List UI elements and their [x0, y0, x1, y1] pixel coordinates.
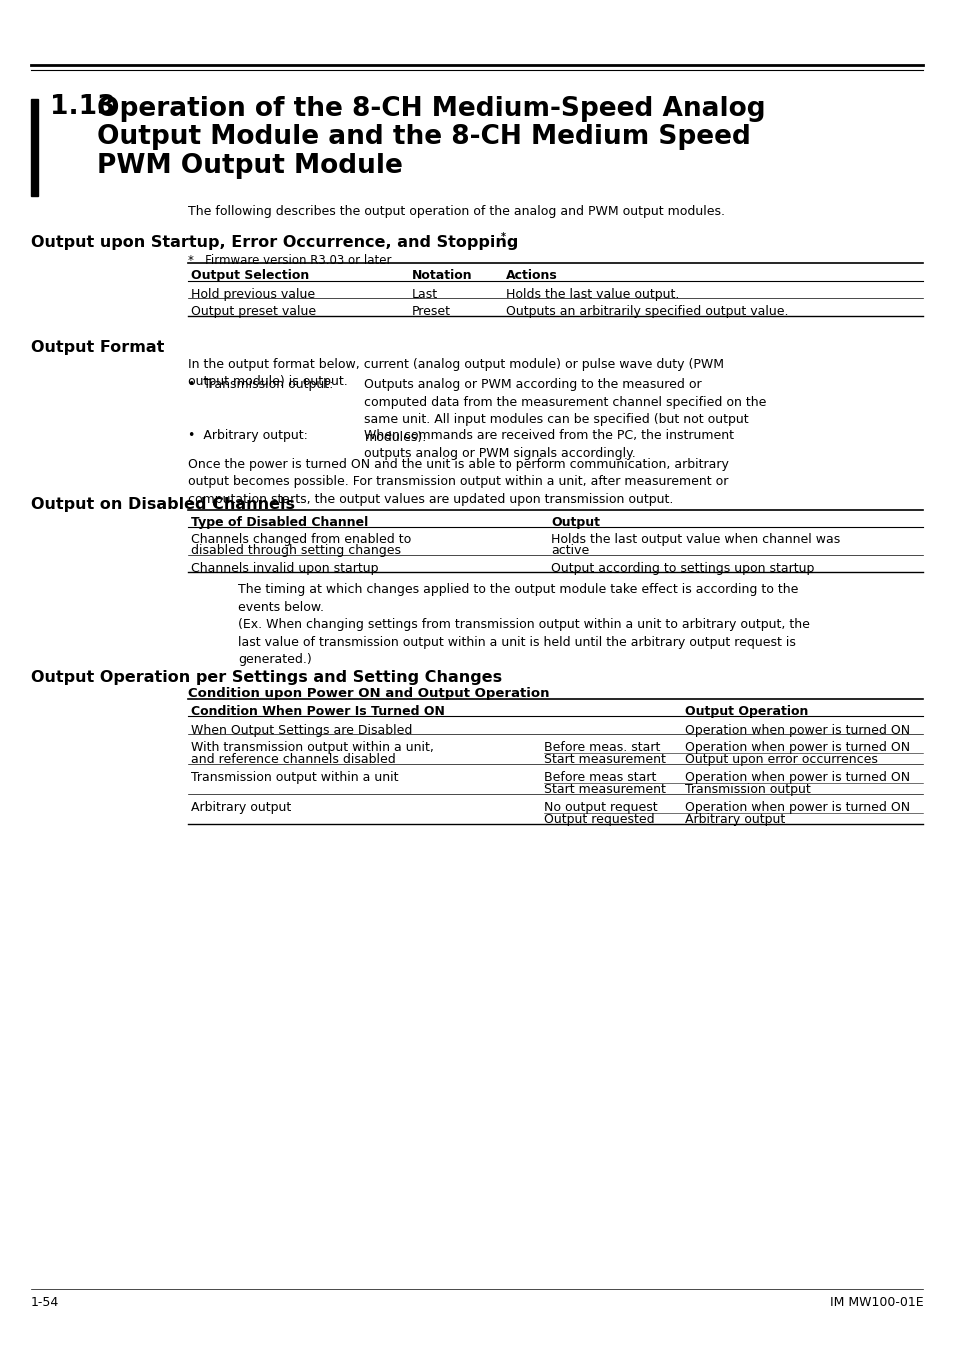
- Text: Output preset value: Output preset value: [191, 305, 315, 319]
- Text: Channels changed from enabled to: Channels changed from enabled to: [191, 533, 411, 547]
- Text: generated.): generated.): [238, 653, 312, 667]
- Text: Output Module and the 8-CH Medium Speed: Output Module and the 8-CH Medium Speed: [97, 124, 750, 150]
- Text: Output Format: Output Format: [30, 340, 164, 355]
- Text: Outputs analog or PWM according to the measured or: Outputs analog or PWM according to the m…: [364, 378, 701, 392]
- Text: •  Arbitrary output:: • Arbitrary output:: [188, 429, 308, 443]
- Text: Once the power is turned ON and the unit is able to perform communication, arbit: Once the power is turned ON and the unit…: [188, 458, 728, 471]
- Text: Start measurement: Start measurement: [543, 753, 665, 767]
- Text: Before meas start: Before meas start: [543, 771, 656, 784]
- Text: Condition upon Power ON and Output Operation: Condition upon Power ON and Output Opera…: [188, 687, 549, 701]
- Text: *   Firmware version R3.03 or later: * Firmware version R3.03 or later: [188, 254, 391, 267]
- Text: Notation: Notation: [412, 269, 473, 282]
- Text: Last: Last: [412, 288, 437, 301]
- Text: computation starts, the output values are updated upon transmission output.: computation starts, the output values ar…: [188, 493, 673, 506]
- Text: Output Selection: Output Selection: [191, 269, 309, 282]
- Text: Output Operation: Output Operation: [684, 705, 807, 718]
- Text: Output: Output: [551, 516, 599, 529]
- Text: Arbitrary output: Arbitrary output: [684, 813, 784, 826]
- Text: When commands are received from the PC, the instrument: When commands are received from the PC, …: [364, 429, 734, 443]
- Text: Output according to settings upon startup: Output according to settings upon startu…: [551, 562, 814, 575]
- Text: (Ex. When changing settings from transmission output within a unit to arbitrary : (Ex. When changing settings from transmi…: [238, 618, 809, 632]
- Text: Preset: Preset: [412, 305, 451, 319]
- Text: Outputs an arbitrarily specified output value.: Outputs an arbitrarily specified output …: [505, 305, 787, 319]
- Text: last value of transmission output within a unit is held until the arbitrary outp: last value of transmission output within…: [238, 636, 796, 649]
- Text: Channels invalid upon startup: Channels invalid upon startup: [191, 562, 378, 575]
- Text: active: active: [551, 544, 589, 558]
- Text: Actions: Actions: [505, 269, 557, 282]
- Text: *: *: [500, 232, 505, 242]
- Text: Output upon error occurrences: Output upon error occurrences: [684, 753, 877, 767]
- Text: and reference channels disabled: and reference channels disabled: [191, 753, 395, 767]
- Text: 1-54: 1-54: [30, 1296, 59, 1310]
- Text: same unit. All input modules can be specified (but not output: same unit. All input modules can be spec…: [364, 413, 748, 427]
- Text: modules).: modules).: [364, 431, 426, 444]
- Text: Output on Disabled Channels: Output on Disabled Channels: [30, 497, 294, 512]
- Text: events below.: events below.: [238, 601, 324, 614]
- Text: Operation of the 8-CH Medium-Speed Analog: Operation of the 8-CH Medium-Speed Analo…: [97, 96, 765, 122]
- Text: Output requested: Output requested: [543, 813, 654, 826]
- Text: Operation when power is turned ON: Operation when power is turned ON: [684, 771, 909, 784]
- Text: Output upon Startup, Error Occurrence, and Stopping: Output upon Startup, Error Occurrence, a…: [30, 235, 517, 250]
- Text: Condition When Power Is Turned ON: Condition When Power Is Turned ON: [191, 705, 444, 718]
- Text: output module) is output.: output module) is output.: [188, 375, 347, 389]
- Text: Operation when power is turned ON: Operation when power is turned ON: [684, 801, 909, 814]
- Text: Hold previous value: Hold previous value: [191, 288, 314, 301]
- Text: When Output Settings are Disabled: When Output Settings are Disabled: [191, 724, 412, 737]
- Text: Before meas. start: Before meas. start: [543, 741, 659, 755]
- Text: IM MW100-01E: IM MW100-01E: [829, 1296, 923, 1310]
- Text: Transmission output: Transmission output: [684, 783, 810, 796]
- Text: No output request: No output request: [543, 801, 657, 814]
- Text: Type of Disabled Channel: Type of Disabled Channel: [191, 516, 368, 529]
- Text: 1.13: 1.13: [50, 95, 115, 120]
- Text: outputs analog or PWM signals accordingly.: outputs analog or PWM signals accordingl…: [364, 447, 636, 460]
- Text: The following describes the output operation of the analog and PWM output module: The following describes the output opera…: [188, 205, 724, 219]
- Text: Operation when power is turned ON: Operation when power is turned ON: [684, 741, 909, 755]
- Text: With transmission output within a unit,: With transmission output within a unit,: [191, 741, 434, 755]
- Text: The timing at which changes applied to the output module take effect is accordin: The timing at which changes applied to t…: [238, 583, 798, 597]
- Text: Holds the last value output.: Holds the last value output.: [505, 288, 679, 301]
- Text: PWM Output Module: PWM Output Module: [97, 153, 403, 178]
- Text: Arbitrary output: Arbitrary output: [191, 801, 291, 814]
- Text: Transmission output within a unit: Transmission output within a unit: [191, 771, 398, 784]
- Text: Output Operation per Settings and Setting Changes: Output Operation per Settings and Settin…: [30, 670, 501, 684]
- Text: computed data from the measurement channel specified on the: computed data from the measurement chann…: [364, 396, 766, 409]
- Text: •  Transmission output:: • Transmission output:: [188, 378, 333, 392]
- Text: output becomes possible. For transmission output within a unit, after measuremen: output becomes possible. For transmissio…: [188, 475, 727, 489]
- Text: disabled through setting changes: disabled through setting changes: [191, 544, 400, 558]
- Text: In the output format below, current (analog output module) or pulse wave duty (P: In the output format below, current (ana…: [188, 358, 723, 371]
- Text: Holds the last output value when channel was: Holds the last output value when channel…: [551, 533, 840, 547]
- Text: Operation when power is turned ON: Operation when power is turned ON: [684, 724, 909, 737]
- Text: Start measurement: Start measurement: [543, 783, 665, 796]
